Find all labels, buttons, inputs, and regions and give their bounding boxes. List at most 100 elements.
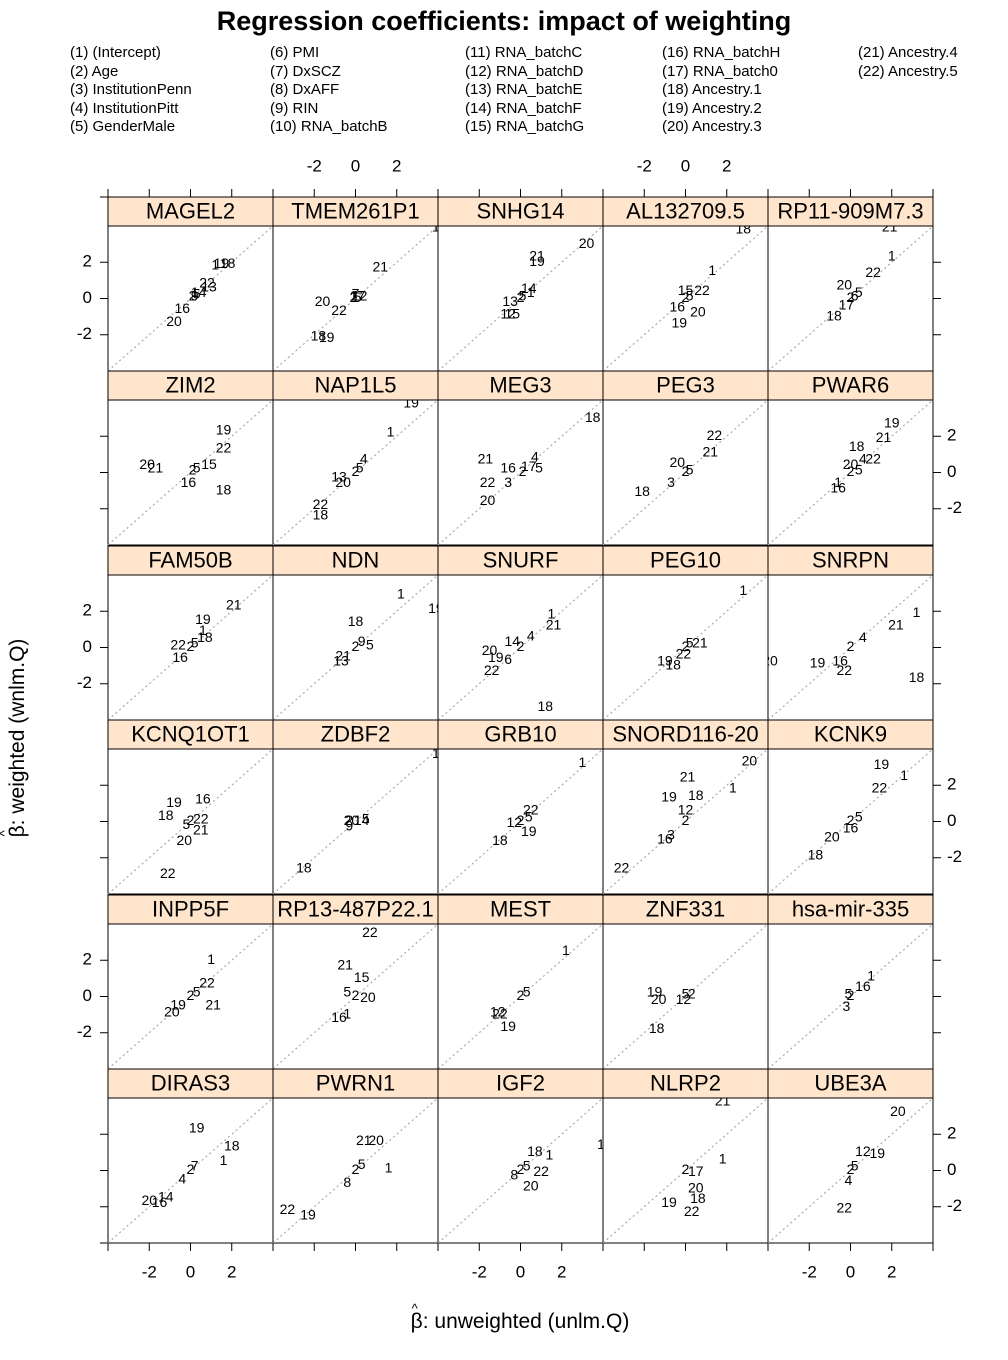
reference-line [602,1097,769,1244]
data-point: 12 [507,814,523,830]
legend-item: (4) InstitutionPitt [70,99,179,117]
data-point: 18 [348,613,364,629]
data-point: 21 [356,1132,372,1148]
data-point: 12 [352,287,368,303]
chart-title: Regression coefficients: impact of weigh… [216,6,792,36]
data-point: 4 [859,451,867,467]
data-point: 3 [842,998,850,1014]
data-point: 19 [214,255,230,271]
x-tick-label: 2 [887,1262,896,1281]
data-point: 2 [345,812,353,828]
legend-item: (2) Age [70,62,119,80]
data-point: 5 [525,809,533,825]
data-point: 2 [187,638,195,654]
panel-title: INPP5F [152,896,229,921]
data-point: 5 [855,461,863,477]
data-point: 16 [669,298,685,314]
panel-strip [272,894,439,925]
panel-title: RP11-909M7.3 [777,198,923,223]
data-point: 19 [884,414,900,430]
data-point: 5 [193,984,201,1000]
x-tick-label: -2 [637,156,652,175]
panel-title: KCNQ1OT1 [131,721,250,746]
data-point: 5 [354,289,362,305]
reference-line [437,225,604,372]
data-point: 19 [661,789,677,805]
data-point: 19 [319,329,335,345]
data-point: 6 [851,287,859,303]
data-point: 18 [220,255,236,271]
data-point: 16 [181,474,197,490]
panel-title: TMEM261P1 [291,198,419,223]
reference-line [437,574,604,721]
data-point: 2 [352,638,360,654]
data-point: 9 [345,818,353,834]
data-point: 19 [529,253,545,269]
data-point: 22 [280,1201,296,1217]
y-tick-label: -2 [77,324,92,343]
data-point: 19 [657,653,673,669]
panel-strip [602,370,769,401]
legend-item: (7) DxSCZ [270,62,341,80]
data-point: 22 [865,451,881,467]
data-point: 4 [360,451,368,467]
data-point: 22 [676,645,692,661]
data-point: 22 [707,427,723,443]
data-point: 13 [333,653,349,669]
data-point: 22 [313,496,329,512]
data-point: 21 [680,769,696,785]
data-point: 4 [178,1170,186,1186]
data-point: 19 [300,1207,316,1223]
reference-line [272,923,439,1070]
reference-line [272,748,439,895]
data-point: 1 [913,604,921,620]
data-point: 20 [368,1132,384,1148]
data-point: 20 [344,812,360,828]
data-point: 1 [900,767,908,783]
panel-title: PWRN1 [316,1070,395,1095]
data-point: 13 [201,278,217,294]
data-point: 5 [535,460,543,476]
data-point: 20 [762,653,778,669]
data-point: 5 [523,984,531,1000]
data-point: 18 [313,507,329,523]
data-point: 15 [678,282,694,298]
data-point: 19 [647,984,663,1000]
data-point: 14 [191,284,207,300]
data-point: 8 [510,1167,518,1183]
data-point: 15 [201,456,217,472]
data-point: 2 [847,987,855,1003]
data-point: 1 [729,780,737,796]
data-point: 13 [502,293,518,309]
data-point: 2 [189,287,197,303]
data-point: 1 [199,622,207,638]
legend-item: (21) Ancestry.4 [858,44,958,61]
data-point: 22 [193,810,209,826]
data-point: 2 [187,1161,195,1177]
data-point: 2 [682,289,690,305]
x-tick-label: -2 [142,1262,157,1281]
y-tick-label: 0 [83,288,92,307]
legend-item: (1) (Intercept) [70,44,161,61]
panel-title: AL132709.5 [626,198,745,223]
data-point: 2 [187,987,195,1003]
data-point: 20 [360,989,376,1005]
data-point: 4 [531,449,539,465]
data-point: 19 [870,1145,886,1161]
data-point: 21 [546,616,562,632]
data-point: 22 [331,302,347,318]
reference-line [437,748,604,895]
y-tick-label: 2 [947,775,956,794]
data-point: 19 [166,794,182,810]
data-point: 19 [488,649,504,665]
data-point: 20 [651,991,667,1007]
panel-title: SNHG14 [476,198,564,223]
x-tick-label: -2 [472,1262,487,1281]
data-point: 19 [216,422,232,438]
reference-line [767,1097,934,1244]
data-point: 18 [158,807,174,823]
data-point: 19 [521,823,537,839]
panel-strip [272,719,439,750]
panel-title: SNRPN [812,547,889,572]
